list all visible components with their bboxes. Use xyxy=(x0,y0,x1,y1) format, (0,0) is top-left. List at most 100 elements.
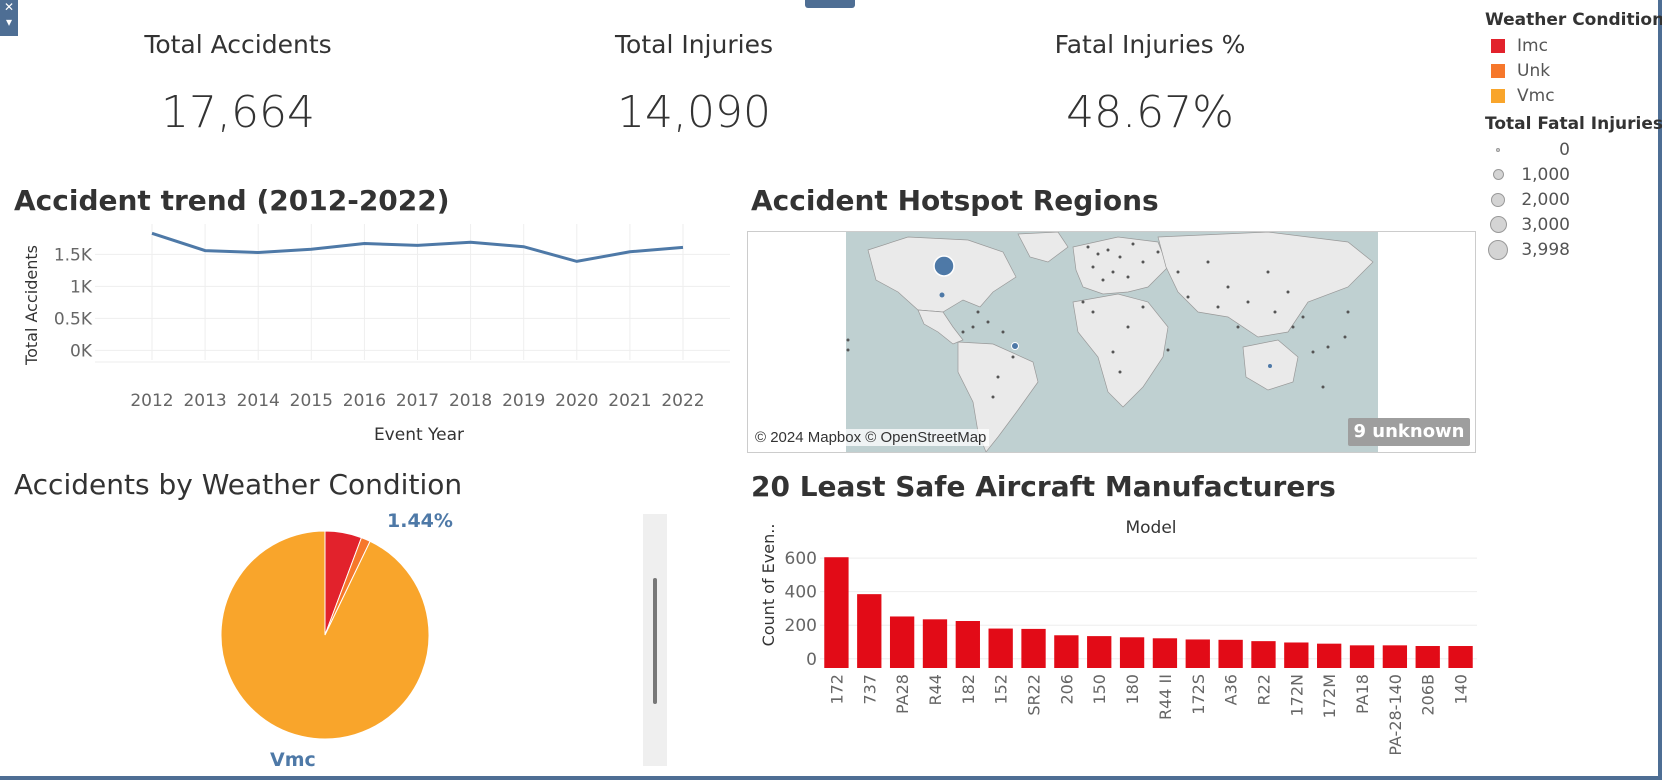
size-circle-icon xyxy=(1489,216,1507,233)
trend-x-tick: 2020 xyxy=(555,391,598,411)
map-marker[interactable] xyxy=(933,255,955,277)
trend-x-tick: 2021 xyxy=(608,391,651,411)
bar-pa28[interactable] xyxy=(889,616,915,668)
trend-x-tick: 2016 xyxy=(343,391,386,411)
bar-152[interactable] xyxy=(988,628,1013,668)
legend-label: Unk xyxy=(1517,60,1551,81)
legend-label: Vmc xyxy=(1517,85,1555,106)
kpi-fatal-injuries-pct: Fatal Injuries % 48.67% xyxy=(960,30,1340,138)
bar-x-tick: PA-28-140 xyxy=(1386,674,1405,756)
trend-x-tick: 2013 xyxy=(183,391,226,411)
bar-r44-ii[interactable] xyxy=(1152,638,1178,668)
bar-172[interactable] xyxy=(824,557,849,668)
bar-172m[interactable] xyxy=(1317,643,1342,668)
manufacturer-bar-chart[interactable]: 0 200 400 600 172 737 PA28 R44 182 152 SR22 206 150… xyxy=(740,510,1490,780)
bar-180[interactable] xyxy=(1119,637,1145,668)
kpi-total-accidents: Total Accidents 17,664 xyxy=(48,30,428,138)
bar-206[interactable] xyxy=(1054,635,1079,668)
bar-172s[interactable] xyxy=(1185,639,1210,668)
pie-pct-label: 1.44% xyxy=(387,510,453,532)
legend-panel: Weather Condition Imc Unk Vmc Total Fata… xyxy=(1485,10,1662,262)
kpi-title: Total Accidents xyxy=(144,30,332,59)
bar-x-tick: 182 xyxy=(959,674,978,705)
window-border-bottom xyxy=(0,776,1662,780)
map-attribution[interactable]: © 2024 Mapbox © OpenStreetMap xyxy=(752,429,990,446)
bar-sr22[interactable] xyxy=(1021,628,1046,668)
trend-x-axis-label: Event Year xyxy=(374,425,464,445)
bar-x-tick: R44 II xyxy=(1156,674,1175,720)
bar-y-axis-label: Count of Even.. xyxy=(759,524,778,647)
hotspot-map[interactable] xyxy=(747,231,1476,453)
bar-172n[interactable] xyxy=(1284,642,1309,668)
bar-a36[interactable] xyxy=(1218,639,1243,668)
trend-x-tick: 2012 xyxy=(130,391,173,411)
trend-grid xyxy=(95,224,730,363)
bar-y-tick: 0 xyxy=(806,650,817,670)
trend-y-tick: 0K xyxy=(70,341,93,361)
size-circle-icon xyxy=(1488,239,1508,260)
size-circle-icon xyxy=(1496,147,1500,152)
bar-737[interactable] xyxy=(857,594,882,668)
pie-vmc-label: Vmc xyxy=(270,749,316,770)
map-title: Accident Hotspot Regions xyxy=(751,184,1159,217)
bar-pa18[interactable] xyxy=(1349,645,1375,668)
bar-x-tick: R44 xyxy=(926,674,945,705)
bar-y-tick: 200 xyxy=(785,616,817,636)
kpi-value: 48.67% xyxy=(1066,87,1234,138)
trend-y-tick: 1.5K xyxy=(54,245,93,265)
trend-chart-title: Accident trend (2012-2022) xyxy=(14,184,450,217)
bar-x-tick: 180 xyxy=(1123,674,1142,705)
drag-handle[interactable] xyxy=(805,0,855,8)
kpi-title: Total Injuries xyxy=(615,30,773,59)
legend-size-title: Total Fatal Injuries xyxy=(1485,114,1662,134)
legend-size-item: 1,000 xyxy=(1485,162,1655,187)
trend-y-axis: 0K 0.5K 1K 1.5K xyxy=(54,245,93,361)
size-label: 2,000 xyxy=(1521,189,1570,210)
bar-x-tick: 150 xyxy=(1090,674,1109,705)
legend-item-unk[interactable]: Unk xyxy=(1485,58,1655,83)
pie-scrollbar-thumb[interactable] xyxy=(653,578,657,704)
kpi-value: 17,664 xyxy=(161,87,315,138)
bar-pa-28-140[interactable] xyxy=(1382,645,1408,668)
trend-x-tick: 2022 xyxy=(661,391,704,411)
pie-slices xyxy=(220,530,430,740)
size-label: 0 xyxy=(1559,139,1570,160)
weather-pie-chart[interactable]: 1.44% Vmc xyxy=(160,500,620,770)
map-marker[interactable] xyxy=(1011,342,1019,350)
window-border-right xyxy=(1658,0,1662,780)
bar-r22[interactable] xyxy=(1251,641,1276,668)
bar-150[interactable] xyxy=(1087,636,1112,668)
bar-r44[interactable] xyxy=(922,619,948,668)
bar-182[interactable] xyxy=(955,621,980,668)
size-label: 3,000 xyxy=(1521,214,1570,235)
bar-x-tick: A36 xyxy=(1222,674,1241,705)
trend-series-line[interactable] xyxy=(151,231,684,263)
bar-x-tick: PA28 xyxy=(893,674,912,714)
size-circle-icon xyxy=(1492,169,1504,180)
pie-chart-title: Accidents by Weather Condition xyxy=(14,468,463,501)
bar-x-tick: 172N xyxy=(1287,674,1306,717)
legend-swatch xyxy=(1491,38,1505,53)
bar-206b[interactable] xyxy=(1415,646,1440,668)
map-marker[interactable] xyxy=(939,292,945,298)
pie-slice-vmc[interactable] xyxy=(220,530,430,740)
trend-y-tick: 1K xyxy=(70,277,93,297)
legend-item-vmc[interactable]: Vmc xyxy=(1485,83,1655,108)
legend-item-imc[interactable]: Imc xyxy=(1485,33,1655,58)
trend-x-tick: 2014 xyxy=(237,391,280,411)
map-unknown-badge[interactable]: 9 unknown xyxy=(1348,418,1470,446)
map-marker[interactable] xyxy=(1268,364,1272,368)
trend-x-axis: 2012 2013 2014 2015 2016 2017 2018 2019 2020 2021… xyxy=(130,391,704,411)
legend-label: Imc xyxy=(1517,35,1548,56)
close-icon[interactable]: ✕ ▾ xyxy=(0,0,18,36)
bar-y-tick: 400 xyxy=(785,583,817,603)
kpi-value: 14,090 xyxy=(617,87,771,138)
kpi-total-injuries: Total Injuries 14,090 xyxy=(504,30,884,138)
bar-y-axis: 0 200 400 600 xyxy=(785,549,817,670)
world-map-graphic xyxy=(846,232,1378,452)
legend-weather-title: Weather Condition xyxy=(1485,10,1662,30)
bar-chart-title: 20 Least Safe Aircraft Manufacturers xyxy=(751,470,1336,503)
bar-140[interactable] xyxy=(1448,646,1473,668)
